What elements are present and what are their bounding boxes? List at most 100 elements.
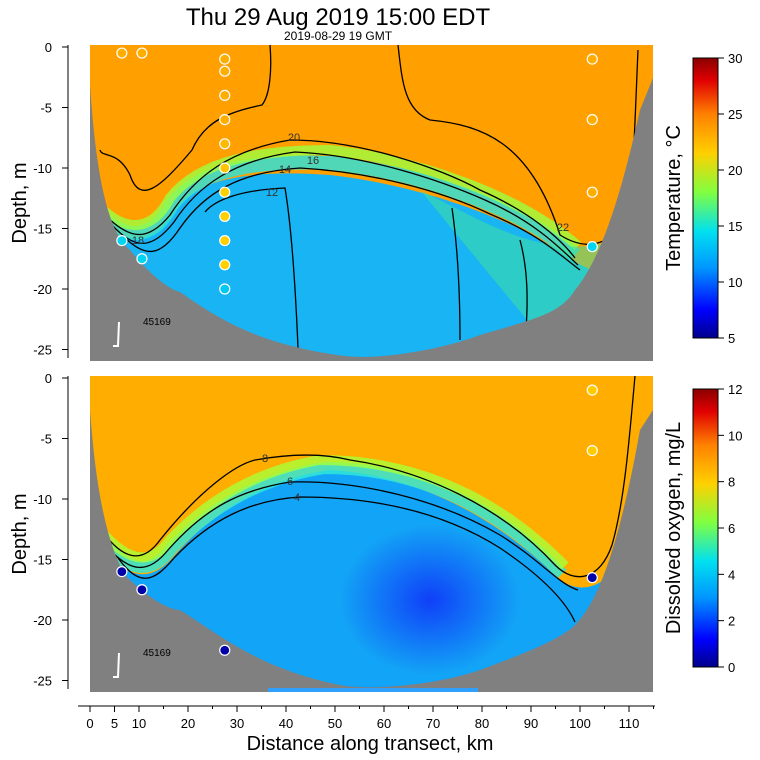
- x-tick-label: 70: [426, 716, 440, 731]
- station-marker: [219, 53, 231, 65]
- temperature-colorbar: 5 10 15 20 25 30 Temperature, °C: [663, 51, 742, 346]
- oxygen-stations: [116, 384, 598, 656]
- station-marker: [586, 113, 598, 126]
- contour-label: 16: [307, 155, 319, 167]
- contour-label: 4: [294, 492, 300, 504]
- station-marker: [219, 65, 231, 77]
- station-marker: [219, 162, 231, 174]
- contour-label: 12: [266, 187, 278, 199]
- oxygen-y-ticks: 0 -5 -10 -15 -20 -25: [33, 371, 68, 689]
- station-marker: [219, 138, 231, 150]
- contour-12-right: [451, 207, 528, 341]
- station-marker: [219, 210, 231, 222]
- contour-label: 18: [132, 235, 144, 247]
- station-marker: [586, 186, 598, 198]
- colorbar-tick-label: 2: [728, 614, 735, 629]
- x-tick-label: 80: [475, 716, 489, 731]
- contour-14: [121, 167, 581, 271]
- colorbar-tick-label: 8: [728, 475, 735, 490]
- oxygen-y-label: Depth, m: [9, 493, 31, 574]
- oxygen-panel: 45169 0 -5 -10 -15 -20 -25 Depth, m 46 8: [9, 371, 653, 692]
- x-axis: 0 5 10 20 30 40 50 60 70 80 90 100 110 Distance alon…: [78, 705, 655, 755]
- oxygen-colorbar-label: Dissolved oxygen, mg/L: [663, 422, 685, 634]
- contour-22-left: [99, 45, 272, 191]
- x-tick-label: 60: [377, 716, 391, 731]
- station-marker: [116, 565, 128, 578]
- x-tick-label: 10: [132, 716, 146, 731]
- temperature-y-ticks: 0 -5 -10 -15 -20 -25: [33, 40, 68, 358]
- colorbar-tick-label: 4: [728, 567, 735, 582]
- wind-barb: [113, 321, 120, 347]
- contour-4: [117, 496, 576, 623]
- x-tick-label: 5: [111, 716, 118, 731]
- oxygen-contours: [99, 376, 636, 623]
- x-tick-label: 110: [619, 716, 640, 731]
- x-tick-label: 0: [86, 716, 93, 731]
- bathymetry-bottom: [90, 410, 653, 692]
- x-tick-label: 100: [569, 716, 591, 731]
- station-marker: [116, 47, 128, 59]
- x-tick-label: 90: [524, 716, 538, 731]
- station-marker: [586, 445, 598, 457]
- station-label-bottom: 45169: [143, 648, 171, 659]
- temperature-contours: [99, 45, 639, 349]
- colorbar-tick-label: 12: [728, 382, 742, 397]
- station-marker: [219, 89, 231, 102]
- y-tick-label: -10: [33, 161, 52, 176]
- station-marker: [219, 283, 231, 295]
- oxygen-colorbar-fill: [692, 388, 719, 668]
- bathymetry: [90, 78, 653, 361]
- y-tick-label: -10: [33, 492, 52, 507]
- station-marker: [219, 113, 231, 126]
- station-marker: [136, 584, 148, 596]
- oxygen-colorbar: 0 2 4 6 8 10 12 Dissolved oxygen, mg/L: [663, 382, 742, 675]
- station-marker: [219, 186, 231, 198]
- contour-18-16: [111, 151, 579, 266]
- station-marker: [219, 259, 231, 271]
- station-marker: [586, 241, 598, 253]
- y-tick-label: -25: [33, 674, 52, 689]
- y-tick-label: -5: [40, 101, 52, 116]
- temperature-colorbar-label: Temperature, °C: [663, 125, 685, 271]
- x-axis-label: Distance along transect, km: [247, 733, 494, 755]
- wind-barb-bottom: [113, 652, 120, 678]
- colorbar-tick-label: 30: [728, 51, 742, 66]
- x-tick-label: 40: [279, 716, 293, 731]
- station-marker: [116, 235, 128, 247]
- colorbar-tick-label: 6: [728, 521, 735, 536]
- contour-label: 20: [288, 132, 300, 144]
- y-tick-label: -25: [33, 343, 52, 358]
- contour-8: [99, 376, 636, 578]
- contour-label: 8: [262, 453, 268, 465]
- colorbar-tick-label: 20: [728, 163, 742, 178]
- thermocline-band: [90, 155, 580, 261]
- station-marker: [219, 235, 231, 247]
- contour-label: 6: [287, 476, 293, 488]
- chart-title: Thu 29 Aug 2019 15:00 EDT: [186, 4, 491, 31]
- y-tick-label: -5: [40, 432, 52, 447]
- station-marker: [586, 384, 598, 396]
- x-ticks: 0 5 10 20 30 40 50 60 70 80 90 100 110: [86, 706, 654, 731]
- temperature-stations: [116, 47, 598, 295]
- x-tick-label: 20: [181, 716, 195, 731]
- x-tick-label: 50: [328, 716, 342, 731]
- y-tick-label: -15: [33, 553, 52, 568]
- contour-6: [107, 481, 579, 591]
- colorbar-tick-label: 5: [728, 331, 735, 346]
- hypoxic-core: [340, 525, 520, 675]
- cold-water-region: [90, 173, 653, 361]
- colorbar-tick-label: 15: [728, 219, 742, 234]
- colorbar-tick-label: 25: [728, 107, 742, 122]
- station-marker: [586, 53, 598, 65]
- station-marker: [586, 572, 598, 584]
- y-tick-label: 0: [45, 40, 52, 55]
- oxygen-contour-labels: 46 8: [262, 453, 300, 504]
- station-marker: [136, 253, 148, 265]
- temperature-colorbar-fill: [692, 57, 719, 339]
- station-marker: [219, 644, 231, 656]
- contour-20: [104, 139, 576, 259]
- y-tick-label: -20: [33, 613, 52, 628]
